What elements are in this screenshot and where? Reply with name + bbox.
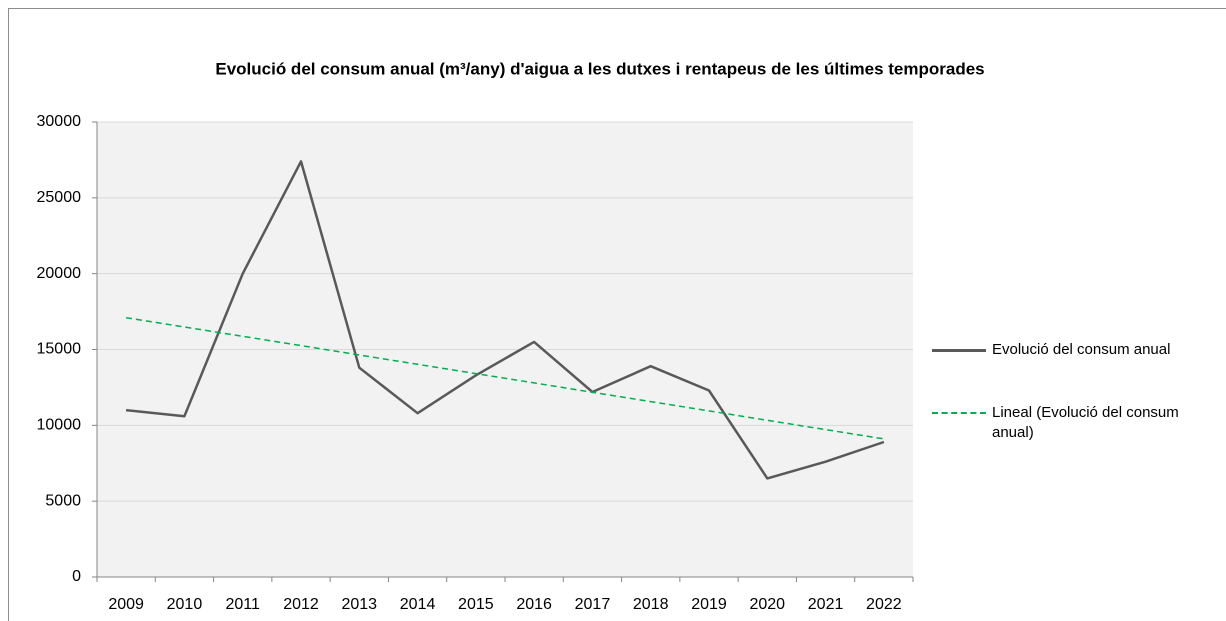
y-tick-label: 10000 (37, 417, 82, 434)
x-tick-label: 2014 (400, 596, 436, 613)
x-tick-label: 2022 (866, 596, 902, 613)
x-tick-label: 2020 (749, 596, 785, 613)
data-line (125, 160, 885, 480)
y-tick-label: 5000 (45, 492, 81, 509)
x-tick-label: 2010 (167, 596, 203, 613)
legend-item: Evolució del consum anual (932, 340, 1212, 360)
legend-item: Lineal (Evolució del consum anual) (932, 403, 1212, 443)
trend-line (125, 316, 885, 440)
y-tick-label: 15000 (37, 341, 82, 358)
x-tick-label: 2016 (516, 596, 552, 613)
chart-frame (8, 8, 1226, 621)
legend-swatch (932, 412, 986, 414)
x-tick-label: 2009 (108, 596, 144, 613)
x-tick-label: 2015 (458, 596, 494, 613)
y-tick-label: 20000 (37, 265, 82, 282)
x-tick-label: 2017 (575, 596, 611, 613)
y-tick-label: 25000 (37, 189, 82, 206)
x-tick-label: 2012 (283, 596, 319, 613)
chart-title: Evolució del consum anual (m³/any) d'aig… (215, 59, 984, 78)
legend-label: Lineal (Evolució del consum anual) (992, 404, 1179, 441)
legend-swatch (932, 349, 986, 352)
x-tick-label: 2018 (633, 596, 669, 613)
x-tick-label: 2011 (226, 596, 261, 613)
y-tick-label: 30000 (37, 113, 82, 130)
x-tick-label: 2019 (691, 596, 727, 613)
x-tick-label: 2021 (808, 596, 844, 613)
legend-label: Evolució del consum anual (992, 341, 1171, 358)
x-tick-label: 2013 (341, 596, 377, 613)
y-tick-label: 0 (72, 568, 81, 585)
